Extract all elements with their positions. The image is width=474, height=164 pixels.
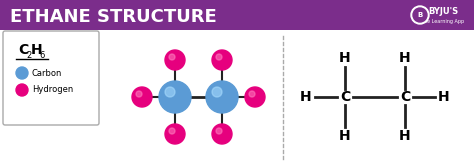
Text: H: H: [339, 129, 351, 143]
Text: The Learning App: The Learning App: [421, 20, 465, 24]
Circle shape: [212, 124, 232, 144]
Circle shape: [411, 6, 429, 24]
Text: C: C: [400, 90, 410, 104]
Circle shape: [165, 87, 175, 97]
Text: H: H: [399, 51, 411, 65]
Circle shape: [165, 124, 185, 144]
Text: BYJU'S: BYJU'S: [428, 7, 458, 16]
Text: 2: 2: [26, 51, 31, 60]
Text: ETHANE STRUCTURE: ETHANE STRUCTURE: [10, 8, 217, 26]
Circle shape: [212, 50, 232, 70]
Text: H: H: [300, 90, 312, 104]
Circle shape: [132, 87, 152, 107]
Text: H: H: [339, 51, 351, 65]
Circle shape: [216, 54, 222, 60]
Circle shape: [206, 81, 238, 113]
Text: H: H: [399, 129, 411, 143]
FancyBboxPatch shape: [3, 31, 99, 125]
Circle shape: [165, 50, 185, 70]
Text: 6: 6: [39, 51, 45, 60]
Text: B: B: [418, 12, 423, 18]
Circle shape: [216, 128, 222, 134]
Circle shape: [249, 91, 255, 97]
Text: C: C: [340, 90, 350, 104]
Circle shape: [16, 84, 28, 96]
Circle shape: [169, 54, 175, 60]
Text: Carbon: Carbon: [32, 69, 63, 78]
Circle shape: [16, 67, 28, 79]
Text: H: H: [438, 90, 450, 104]
Circle shape: [159, 81, 191, 113]
Circle shape: [212, 87, 222, 97]
Text: Hydrogen: Hydrogen: [32, 85, 73, 94]
Circle shape: [169, 128, 175, 134]
Circle shape: [136, 91, 142, 97]
Circle shape: [245, 87, 265, 107]
Circle shape: [413, 8, 427, 22]
Text: H: H: [31, 43, 43, 57]
Bar: [0, 0, 474, 30]
Text: C: C: [18, 43, 28, 57]
